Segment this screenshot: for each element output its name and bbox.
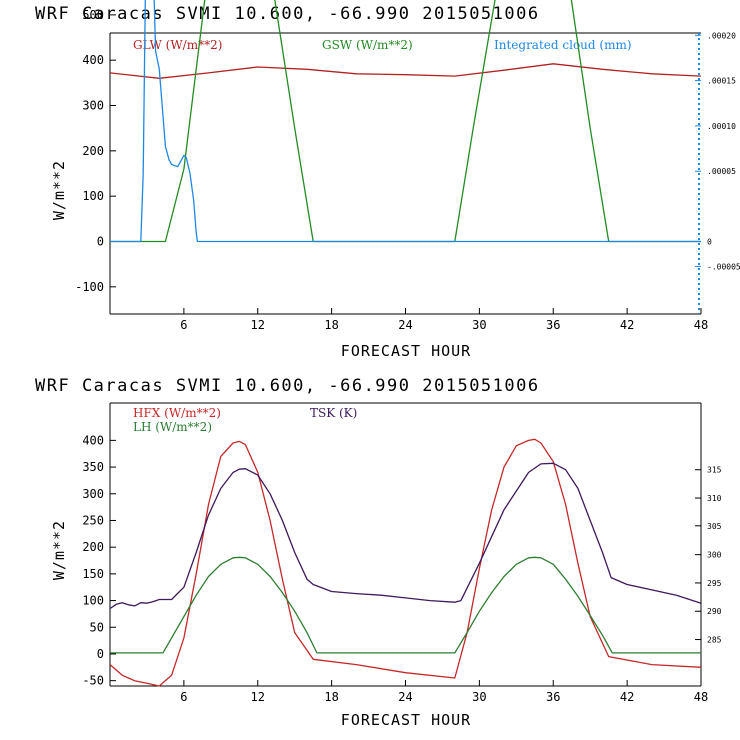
- top-series-line-1: [109, 63, 702, 79]
- bottom-y-tick-label: 250: [82, 513, 104, 527]
- top-x-tick-label: 12: [251, 318, 265, 332]
- bottom-y-tick-label: 400: [82, 433, 104, 447]
- top-series-line-3: [110, 0, 701, 243]
- legend-gsw: GSW (W/m**2): [322, 38, 413, 52]
- top-y-tick-label: 300: [82, 99, 104, 113]
- top-chart-x-axis-label: FORECAST HOUR: [341, 342, 471, 360]
- bottom-y-tick-label: 300: [82, 487, 104, 501]
- bottom-x-tick-label: 6: [180, 690, 187, 704]
- bottom-x-tick-label: 24: [398, 690, 412, 704]
- top-x-tick-label: 18: [324, 318, 338, 332]
- top-chart: WRF Caracas SVMI 10.600, -66.990 2015051…: [35, 0, 740, 360]
- bottom-right-tick-label: 315: [707, 466, 722, 475]
- top-x-tick-label: 6: [180, 318, 187, 332]
- top-right-tick-label: .00020: [707, 31, 736, 40]
- top-chart-y-axis-label: W/m**2: [50, 160, 68, 220]
- bottom-x-tick-label: 12: [251, 690, 265, 704]
- bottom-chart-title: WRF Caracas SVMI 10.600, -66.990 2015051…: [35, 376, 540, 396]
- bottom-chart-x-axis-label: FORECAST HOUR: [341, 711, 471, 729]
- top-right-tick-label: .00005: [707, 167, 736, 176]
- top-y-tick-label: -100: [75, 280, 104, 294]
- top-right-tick-label: .00010: [707, 122, 736, 131]
- bottom-right-tick-label: 300: [707, 551, 722, 560]
- bottom-series-line-1: [109, 438, 702, 687]
- bottom-x-tick-label: 48: [694, 690, 708, 704]
- bottom-y-tick-label: 150: [82, 567, 104, 581]
- bottom-y-tick-label: -50: [82, 674, 104, 688]
- bottom-y-tick-label: 100: [82, 594, 104, 608]
- top-y-tick-label: 100: [82, 189, 104, 203]
- top-y-tick-label: 200: [82, 144, 104, 158]
- legend-tsk: TSK (K): [310, 406, 357, 420]
- bottom-right-tick-label: 290: [707, 607, 722, 616]
- bottom-x-tick-label: 36: [546, 690, 560, 704]
- bottom-series-line-2: [110, 556, 701, 654]
- bottom-series-line-3: [109, 462, 702, 610]
- top-y-tick-label: 400: [82, 53, 104, 67]
- bottom-y-tick-label: 350: [82, 460, 104, 474]
- bottom-right-tick-label: 285: [707, 636, 722, 645]
- top-y-tick-label: 0: [97, 234, 104, 248]
- top-x-tick-label: 30: [472, 318, 486, 332]
- top-x-tick-label: 42: [620, 318, 634, 332]
- bottom-y-tick-label: 200: [82, 540, 104, 554]
- top-y-tick-label: 500: [82, 8, 104, 22]
- bottom-right-tick-label: 305: [707, 522, 722, 531]
- top-right-tick-label: 0: [707, 237, 712, 246]
- bottom-y-tick-label: 0: [97, 647, 104, 661]
- bottom-right-tick-label: 295: [707, 579, 722, 588]
- top-x-tick-label: 36: [546, 318, 560, 332]
- top-right-tick-label: -.00005: [707, 262, 740, 271]
- bottom-chart: WRF Caracas SVMI 10.600, -66.990 2015051…: [35, 376, 722, 729]
- bottom-chart-y-axis-label: W/m**2: [50, 520, 68, 580]
- bottom-x-tick-label: 18: [324, 690, 338, 704]
- legend-integrated-cloud: Integrated cloud (mm): [494, 38, 632, 52]
- top-chart-title: WRF Caracas SVMI 10.600, -66.990 2015051…: [35, 4, 540, 24]
- bottom-y-tick-label: 50: [90, 620, 104, 634]
- bottom-x-tick-label: 30: [472, 690, 486, 704]
- top-right-tick-label: .00015: [707, 77, 736, 86]
- legend-glw: GLW (W/m**2): [133, 38, 222, 52]
- bottom-x-tick-label: 42: [620, 690, 634, 704]
- legend-lh: LH (W/m**2): [133, 420, 212, 434]
- top-x-tick-label: 48: [694, 318, 708, 332]
- bottom-right-tick-label: 310: [707, 494, 722, 503]
- legend-hfx: HFX (W/m**2): [133, 406, 221, 420]
- top-series-line-2: [110, 0, 701, 243]
- top-x-tick-label: 24: [398, 318, 412, 332]
